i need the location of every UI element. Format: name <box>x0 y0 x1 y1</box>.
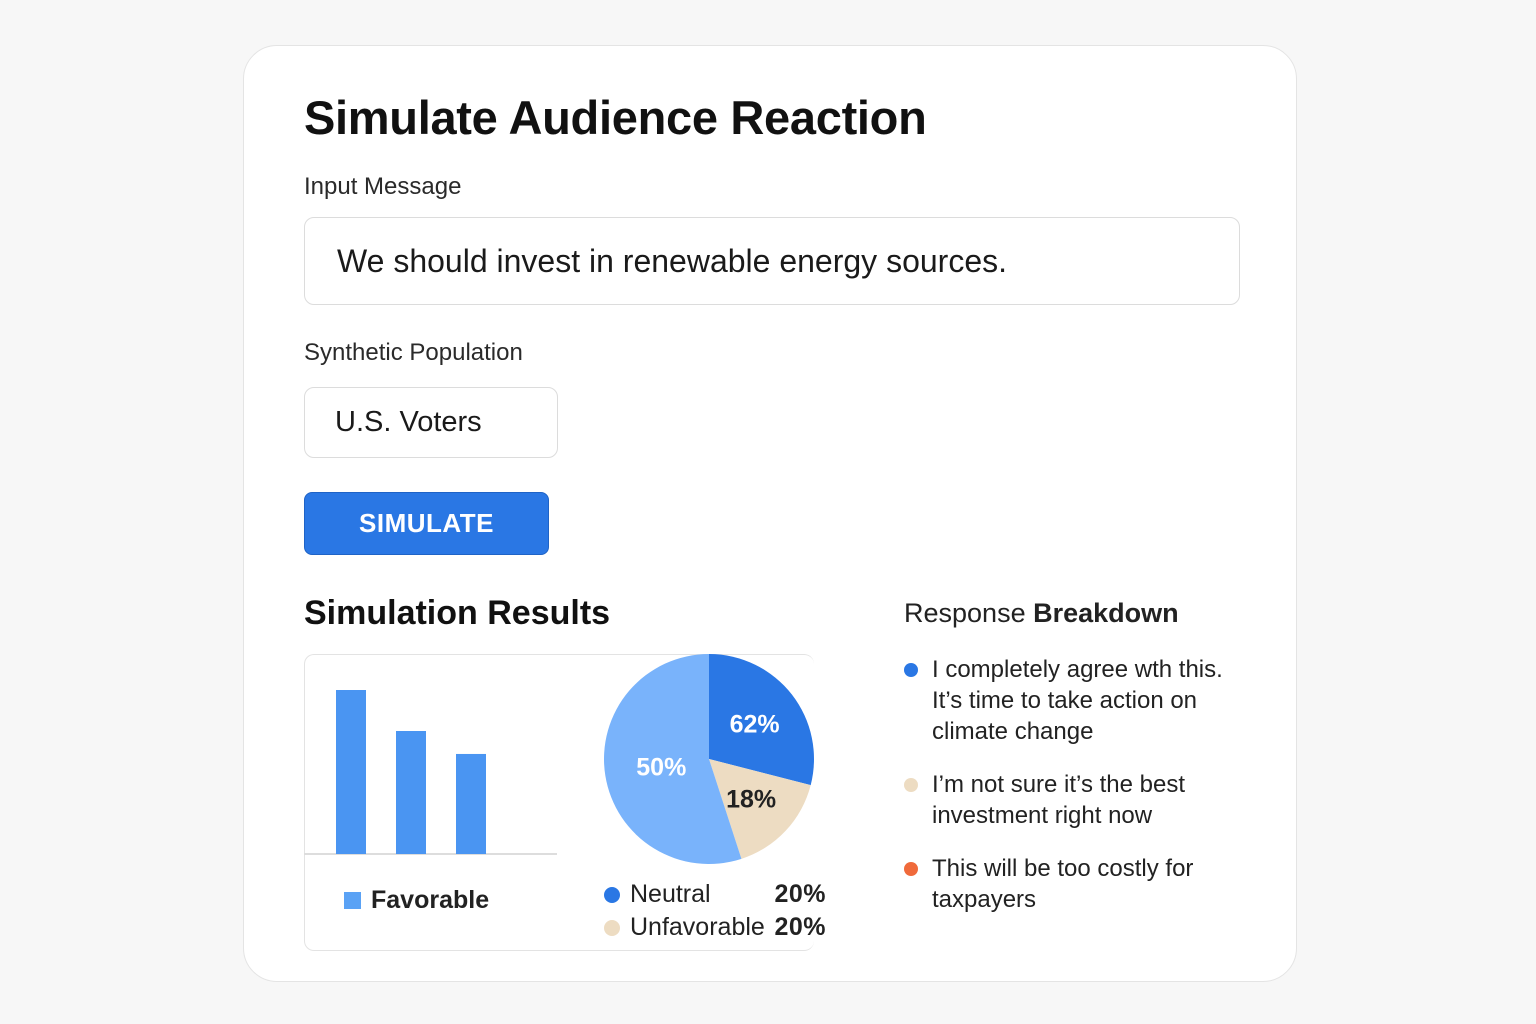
population-value: U.S. Voters <box>335 406 482 438</box>
legend-dot <box>604 919 620 936</box>
bar-chart <box>336 690 486 854</box>
response-item: I’m not sure it’s the best investment ri… <box>904 769 1244 831</box>
pie-slice-label: 50% <box>636 754 686 782</box>
bar-legend: Favorable <box>344 886 489 915</box>
pie-slice <box>709 759 811 859</box>
response-text: This will be too costly for taxpayers <box>932 855 1194 913</box>
page-title: Simulate Audience Reaction <box>304 91 927 144</box>
pie-slice <box>709 654 814 786</box>
message-label: Input Message <box>304 173 462 200</box>
response-breakdown-list: I completely agree wth this. It’s time t… <box>904 654 1244 937</box>
response-item: I completely agree wth this. It’s time t… <box>904 654 1244 747</box>
pie-chart: 62% 18% 50% <box>604 654 814 864</box>
message-input[interactable] <box>304 217 1240 305</box>
population-label: Synthetic Population <box>304 339 523 366</box>
simulation-card: Simulate Audience Reaction Input Message… <box>243 45 1297 982</box>
bar <box>336 690 366 854</box>
response-text: I completely agree wth this. It’s time t… <box>932 656 1223 745</box>
results-title: Simulation Results <box>304 594 611 632</box>
bar <box>396 731 426 854</box>
response-item: This will be too costly for taxpayers <box>904 853 1244 915</box>
response-text: I’m not sure it’s the best investment ri… <box>932 771 1186 829</box>
pie-slice-label: 62% <box>730 711 780 739</box>
bar-legend-label: Favorable <box>371 886 490 914</box>
legend-name: Neutral <box>630 880 711 908</box>
pie-slice <box>604 654 742 864</box>
response-dot <box>904 778 918 792</box>
pie-legend-neutral: Neutral 20% <box>604 880 826 909</box>
breakdown-title: Response Breakdown <box>904 598 1179 629</box>
favorable-swatch <box>344 892 361 909</box>
legend-name: Unfavorable <box>630 913 765 941</box>
pie-legend-unfavorable: Unfavorable 20% <box>604 913 826 942</box>
legend-pct: 20% <box>774 913 826 941</box>
legend-dot <box>604 886 620 903</box>
response-dot <box>904 663 918 677</box>
breakdown-title-bold: Breakdown <box>1033 598 1179 628</box>
response-dot <box>904 862 918 876</box>
legend-pct: 20% <box>774 880 826 908</box>
simulate-button[interactable]: SIMULATE <box>304 492 549 555</box>
bar <box>456 753 486 854</box>
pie-slice-label: 18% <box>726 786 776 814</box>
breakdown-title-prefix: Response <box>904 598 1026 628</box>
results-panel <box>304 654 814 951</box>
results-chart: 62% 18% 50% <box>304 654 814 864</box>
population-select[interactable]: U.S. Voters <box>304 387 558 458</box>
